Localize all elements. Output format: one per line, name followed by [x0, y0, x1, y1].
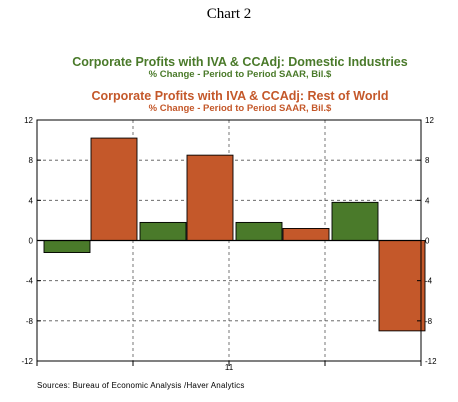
- y-tick-label-right: -4: [425, 277, 433, 286]
- y-tick-label-left: 12: [24, 116, 33, 125]
- y-tick-label-right: 4: [425, 196, 430, 205]
- bar-s1-3: [235, 221, 283, 241]
- series-2-subtitle: % Change - Period to Period SAAR, Bil.$: [148, 103, 332, 114]
- series-1-subtitle: % Change - Period to Period SAAR, Bil.$: [148, 69, 332, 80]
- bar-s2-1: [90, 137, 138, 241]
- y-tick-label-left: -12: [21, 357, 33, 366]
- bar-s1-4: [331, 201, 379, 241]
- y-tick-label-left: -8: [26, 317, 34, 326]
- x-tick-label: 11: [225, 363, 234, 372]
- y-tick-label-right: 8: [425, 156, 430, 165]
- y-tick-label-right: -8: [425, 317, 433, 326]
- y-tick-label-left: -4: [26, 277, 34, 286]
- y-tick-label-right: 0: [425, 237, 430, 246]
- y-tick-label-left: 8: [29, 156, 34, 165]
- y-tick-label-left: 4: [29, 196, 34, 205]
- bar-s1-1: [43, 240, 91, 254]
- series-2-title: Corporate Profits with IVA & CCAdj: Rest…: [91, 89, 389, 103]
- source-note: Sources: Bureau of Economic Analysis /Ha…: [37, 381, 245, 390]
- bar-s2-2: [186, 154, 234, 241]
- chart-title: Chart 2: [206, 6, 252, 22]
- bar-s2-3: [282, 227, 330, 241]
- y-tick-label-left: 0: [29, 237, 34, 246]
- bar-s2-4: [378, 240, 426, 332]
- y-tick-label-right: -12: [425, 357, 437, 366]
- y-tick-label-right: 12: [425, 116, 434, 125]
- series-1-title: Corporate Profits with IVA & CCAdj: Dome…: [72, 55, 408, 69]
- bar-s1-2: [139, 221, 187, 241]
